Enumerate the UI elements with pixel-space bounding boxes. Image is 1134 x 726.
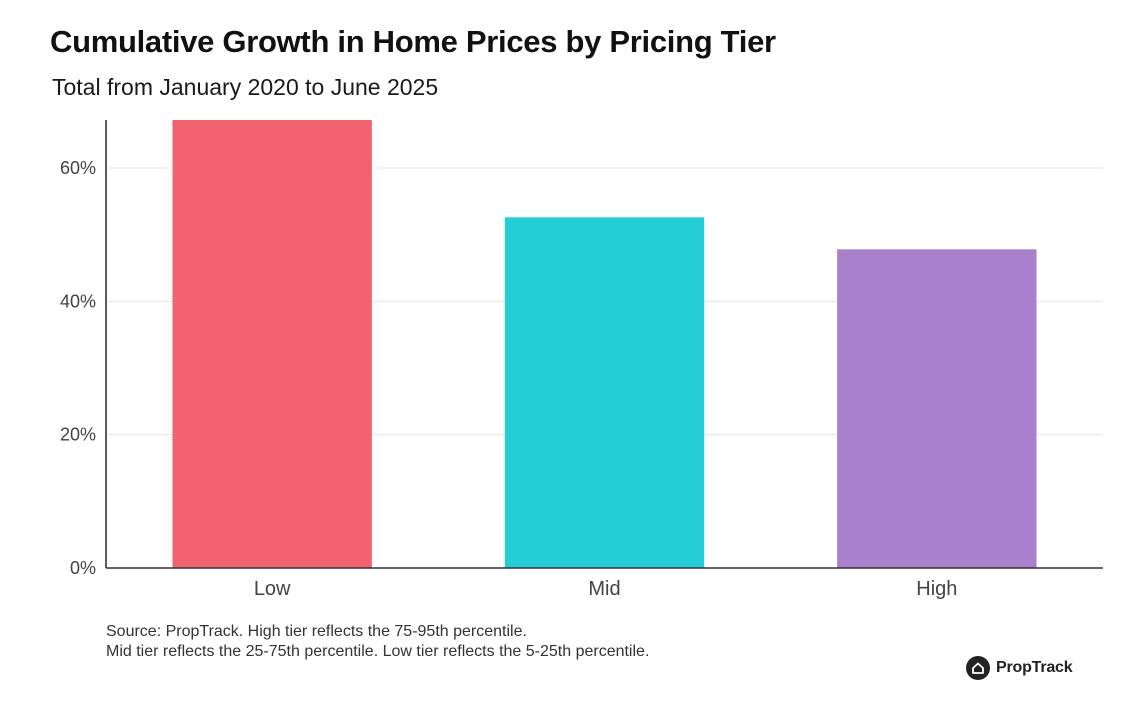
- source-line-1: Source: PropTrack. High tier reflects th…: [106, 623, 527, 640]
- source-line-2: Mid tier reflects the 25-75th percentile…: [106, 643, 650, 660]
- bar-mid: [504, 217, 705, 569]
- proptrack-logo: PropTrack: [966, 656, 1073, 680]
- x-tick-label-low: Low: [254, 578, 291, 600]
- bars: [172, 120, 1037, 569]
- bar-chart: 0% 20% 40% 60% Low Mid High: [60, 120, 1103, 600]
- axes: [105, 120, 1103, 569]
- y-tick-label: 60%: [60, 158, 96, 178]
- bar-low: [172, 120, 372, 568]
- y-tick-label: 20%: [60, 425, 96, 445]
- house-icon: [966, 656, 990, 680]
- chart-subtitle: Total from January 2020 to June 2025: [52, 74, 439, 100]
- x-tick-label-mid: Mid: [588, 578, 620, 600]
- x-tick-label-high: High: [916, 578, 957, 600]
- y-tick-label: 0%: [70, 558, 96, 578]
- chart-title: Cumulative Growth in Home Prices by Pric…: [50, 24, 776, 59]
- y-tick-label: 40%: [60, 291, 96, 311]
- source-note: Source: PropTrack. High tier reflects th…: [106, 622, 649, 662]
- tick-labels: 0% 20% 40% 60% Low Mid High: [60, 158, 957, 600]
- bar-high: [837, 249, 1037, 569]
- logo-text: PropTrack: [996, 659, 1073, 676]
